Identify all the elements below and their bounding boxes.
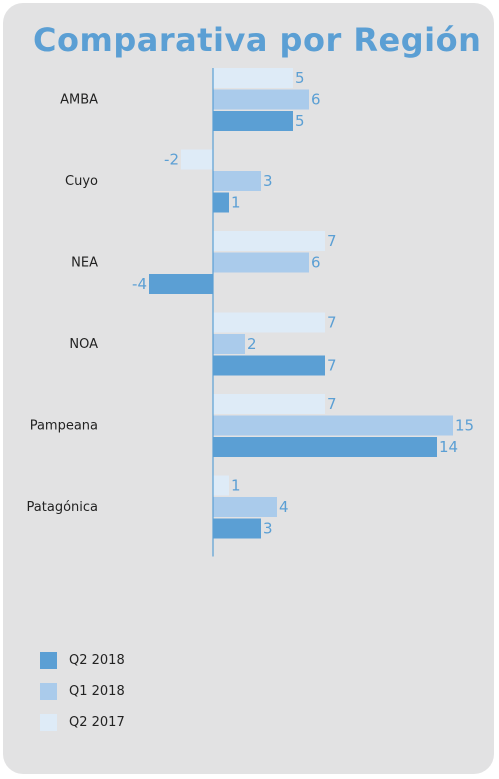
bar — [213, 231, 325, 251]
bar — [213, 334, 245, 354]
data-label: 4 — [279, 498, 289, 516]
data-label: 3 — [263, 172, 273, 190]
data-label: 7 — [327, 314, 337, 332]
data-label: 7 — [327, 395, 337, 413]
data-label: 1 — [231, 194, 241, 212]
data-label: 14 — [439, 438, 458, 456]
legend-swatch — [40, 651, 57, 669]
data-label: 6 — [311, 254, 321, 272]
legend-item: Q2 2017 — [40, 712, 125, 732]
bar — [213, 394, 325, 414]
bar — [213, 475, 229, 496]
data-label: 5 — [295, 112, 305, 130]
category-label: AMBA — [60, 93, 98, 108]
data-label: 15 — [455, 417, 474, 435]
bar — [213, 111, 293, 131]
category-label: Pampeana — [30, 419, 98, 434]
legend-swatch — [40, 682, 57, 700]
category-label: NEA — [71, 256, 98, 271]
chart-title: Comparativa por Región — [33, 21, 482, 59]
legend-item: Q2 2018 — [40, 650, 125, 670]
bar — [149, 274, 213, 294]
bar — [213, 415, 453, 436]
data-label: -2 — [164, 151, 179, 169]
bar — [181, 149, 213, 170]
data-label: 7 — [327, 357, 337, 375]
data-label: 3 — [263, 520, 273, 538]
bar — [213, 89, 309, 110]
legend-swatch — [40, 713, 57, 731]
category-label: NOA — [69, 337, 98, 352]
data-label: -4 — [132, 275, 147, 293]
legend-label: Q1 2018 — [69, 683, 125, 699]
data-label: 2 — [247, 335, 257, 353]
legend-item: Q1 2018 — [40, 681, 125, 701]
legend-label: Q2 2017 — [69, 714, 125, 730]
bar — [213, 497, 277, 517]
data-label: 5 — [295, 69, 305, 87]
bar — [213, 192, 229, 213]
data-label: 7 — [327, 232, 337, 250]
chart-card: Comparativa por Región — [3, 3, 494, 774]
bar — [213, 355, 325, 376]
bar — [213, 68, 293, 88]
data-label: 1 — [231, 477, 241, 495]
data-label: 6 — [311, 91, 321, 109]
bar — [213, 252, 309, 273]
bar — [213, 518, 261, 539]
legend-label: Q2 2018 — [69, 652, 125, 668]
bar — [213, 171, 261, 191]
chart-legend: Q2 2018 Q1 2018 Q2 2017 — [40, 650, 125, 743]
category-label: Patagónica — [27, 500, 98, 515]
bar — [213, 437, 437, 457]
category-label: Cuyo — [65, 174, 98, 189]
bar — [213, 312, 325, 333]
